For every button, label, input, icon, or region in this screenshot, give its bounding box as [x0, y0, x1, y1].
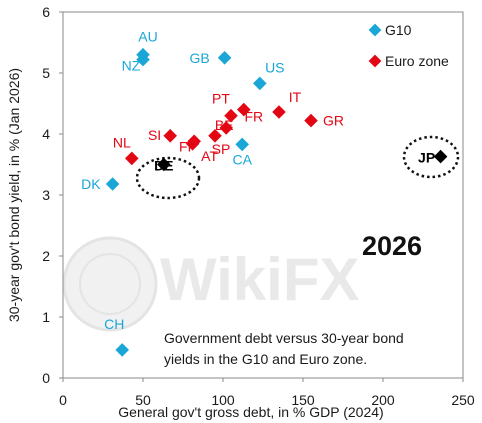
point-label-sp: SP	[212, 141, 231, 157]
note-line-2: yields in the G10 and Euro zone.	[164, 351, 367, 367]
point-label-pt: PT	[212, 91, 230, 107]
point-label-it: IT	[289, 89, 302, 105]
legend-marker-g10	[368, 23, 382, 37]
x-tick-label: 100	[211, 392, 235, 408]
point-gr	[304, 113, 318, 128]
point-us	[253, 76, 267, 91]
point-label-fi: FI	[179, 138, 191, 154]
jp-highlight-ring	[402, 135, 460, 179]
point-label-de: DE	[154, 158, 173, 174]
y-tick-label: 5	[42, 65, 50, 81]
watermark-logo-icon	[62, 236, 158, 332]
legend: G10 Euro zone	[368, 22, 449, 69]
point-gb	[217, 51, 232, 65]
watermark-logo-inner	[79, 253, 141, 315]
point-label-gr: GR	[323, 113, 344, 129]
point-label-ca: CA	[232, 151, 252, 167]
note-line-1: Government debt versus 30-year bond	[164, 330, 404, 346]
x-tick-label: 200	[371, 392, 395, 408]
de-highlight-ring	[135, 156, 201, 200]
point-ch	[115, 343, 129, 357]
y-tick-label: 3	[42, 187, 50, 203]
point-nl	[125, 151, 139, 166]
legend-marker-euro-zone	[368, 54, 382, 68]
point-label-at: AT	[201, 148, 218, 164]
point-label-fr: FR	[244, 109, 263, 125]
y-axis-title: 30-year gov't bond yield, in % (Jan 2026…	[6, 68, 22, 322]
point-ca	[235, 137, 249, 152]
point-label-us: US	[265, 59, 284, 75]
point-si	[163, 129, 177, 143]
y-ticks: 0 1 2 3 4 5 6	[42, 4, 63, 386]
x-tick-label: 150	[291, 392, 315, 408]
x-tick-label: 0	[59, 392, 67, 408]
point-label-nl: NL	[113, 134, 131, 150]
x-tick-label: 250	[451, 392, 475, 408]
year-annotation: 2026	[362, 231, 422, 261]
point-label-gb: GB	[189, 50, 209, 66]
point-labels: AU NZ GB US CA DK CH PT IT GR FR BE SI SP FI AT NL DE JP	[81, 29, 435, 332]
point-label-si: SI	[148, 127, 161, 143]
point-label-nz: NZ	[122, 58, 141, 74]
point-jp	[433, 149, 448, 164]
y-tick-label: 1	[42, 309, 50, 325]
legend-label-euro-zone: Euro zone	[385, 53, 449, 69]
y-tick-label: 2	[42, 248, 50, 264]
y-tick-label: 6	[42, 4, 50, 20]
point-label-jp: JP	[418, 150, 435, 166]
point-label-au: AU	[138, 29, 157, 45]
x-axis-title: General gov't gross debt, in % GDP (2024…	[118, 404, 383, 420]
point-label-dk: DK	[81, 176, 101, 192]
point-label-ch: CH	[104, 316, 124, 332]
x-ticks: 0 50 100 150 200 250	[59, 378, 475, 408]
watermark-text: WikiFX	[160, 246, 359, 313]
legend-label-g10: G10	[385, 22, 412, 38]
watermark: WikiFX	[62, 236, 359, 332]
x-tick-label: 50	[135, 392, 151, 408]
point-it	[272, 105, 286, 119]
point-dk	[105, 177, 120, 191]
point-label-be: BE	[215, 117, 234, 133]
y-tick-label: 4	[42, 126, 50, 142]
y-tick-label: 0	[42, 370, 50, 386]
